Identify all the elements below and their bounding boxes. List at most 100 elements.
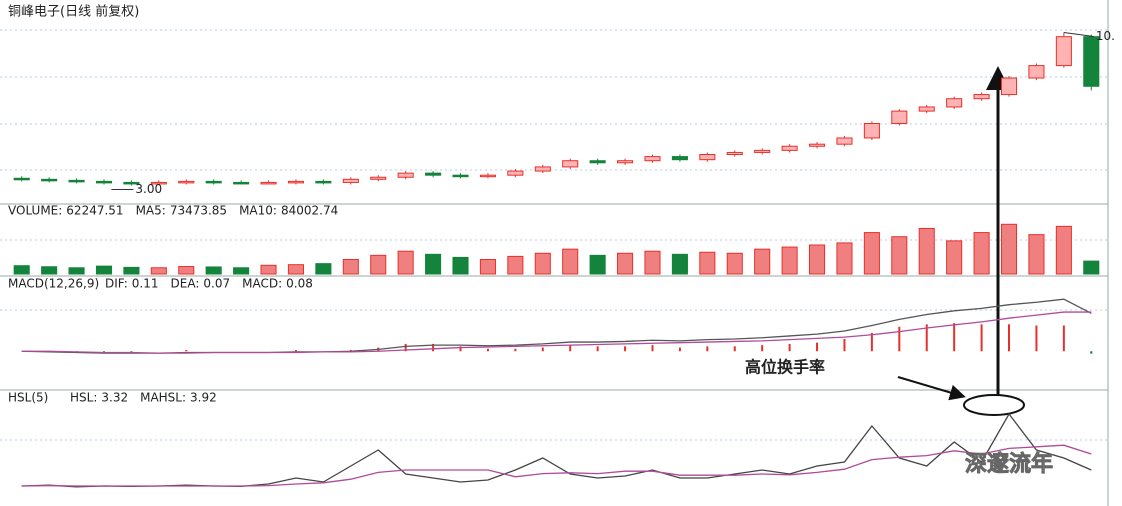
candle-body [836,137,853,145]
hsl-title: HSL(5) [8,391,48,405]
legend-name: MA10: [239,204,277,218]
candle-body [754,149,771,153]
volume-bar [370,254,387,275]
volume-bar [973,232,990,275]
volume-bar [808,244,826,275]
candle-body [726,151,743,156]
volume-bar [41,266,58,275]
volume-bar [178,266,195,275]
legend-name: HSL: [70,391,97,405]
candle-body [918,106,935,112]
candle-body [425,172,442,176]
volume-bar [1083,260,1100,275]
legend-name: VOLUME: [8,204,62,218]
annotation-arrow [897,376,966,401]
volume-bar [617,252,634,275]
volume-bar [946,240,963,275]
volume-bar [507,255,524,275]
legend-name: MA5: [136,204,166,218]
candle-body [150,181,167,185]
candle-body [233,181,250,185]
series-line [21,311,1092,354]
candle-body [287,180,305,184]
annotation-circle [963,394,1025,416]
candle-body [342,178,359,183]
volume-bar [1028,234,1045,275]
candle-body [781,145,798,151]
volume-bar [452,256,469,275]
volume-bar [1000,223,1018,275]
volume-bar [260,264,277,275]
volume-bar [342,259,359,275]
legend-value: 73473.85 [170,204,227,218]
volume-bar [479,259,496,275]
volume-bar [150,267,167,275]
volume-bar [754,248,771,275]
candle-body [315,180,332,184]
watermark: 深邃流年 [965,451,1053,477]
volume-bar [671,253,688,275]
candle-body [205,180,222,184]
volume-bar [562,248,579,275]
high-label: 10. [1096,29,1115,43]
candle-body [13,177,30,181]
candle-body [891,110,908,125]
candle-body [479,174,496,178]
legend-value: 3.92 [190,391,217,405]
legend-value: 0.08 [286,277,313,291]
volume-bar [836,242,853,275]
legend-value: 0.07 [203,277,230,291]
volume-bar [315,263,332,275]
candle-body [1083,36,1100,87]
annotation: 高位换手率 [745,358,825,377]
candle-body [397,172,414,178]
volume-bar [425,253,442,275]
low-label: 3.00 [135,182,162,196]
candle-body [370,176,387,180]
volume-bar [534,252,551,275]
candle-body [1000,77,1018,96]
volume-bar [123,266,140,275]
volume-bar [918,227,935,275]
volume-bar [397,250,414,275]
candle-body [863,123,880,139]
volume-bar [644,250,661,275]
candle-body [589,160,606,164]
volume-bar [287,264,305,275]
candle-body [260,181,277,185]
volume-bar [863,232,880,275]
volume-bar [13,265,30,275]
candle-body [562,160,579,168]
candle-body [41,178,58,182]
volume-bar [726,252,743,275]
price-title: 铜峰电子(日线 前复权) [8,4,139,20]
legend-name: MACD: [242,277,282,291]
candle-body [507,170,524,176]
volume-bar [699,251,716,275]
volume-bar [1055,225,1072,275]
candle-body [534,166,551,172]
volume-bar [233,267,250,275]
macd-title: MACD(12,26,9) [8,277,99,291]
candle-body [68,179,85,183]
volume-bar [589,254,606,275]
candle-body [452,174,469,178]
candle-body [1055,36,1072,67]
volume-bar [781,246,798,275]
candle-body [808,143,826,147]
series-line [21,444,1092,487]
volume-bar [891,236,908,275]
candle-body [95,180,113,184]
legend-name: DIF: [105,277,128,291]
legend-name: MAHSL: [140,391,186,405]
volume-bar [68,267,85,275]
high-pointer [1063,32,1094,38]
series-line [21,412,1092,488]
candle-body [644,156,661,162]
candle-body [1028,65,1045,79]
legend-value: 62247.51 [66,204,123,218]
legend-value: 0.11 [132,277,159,291]
legend-value: 84002.74 [281,204,338,218]
candle-body [617,160,634,164]
